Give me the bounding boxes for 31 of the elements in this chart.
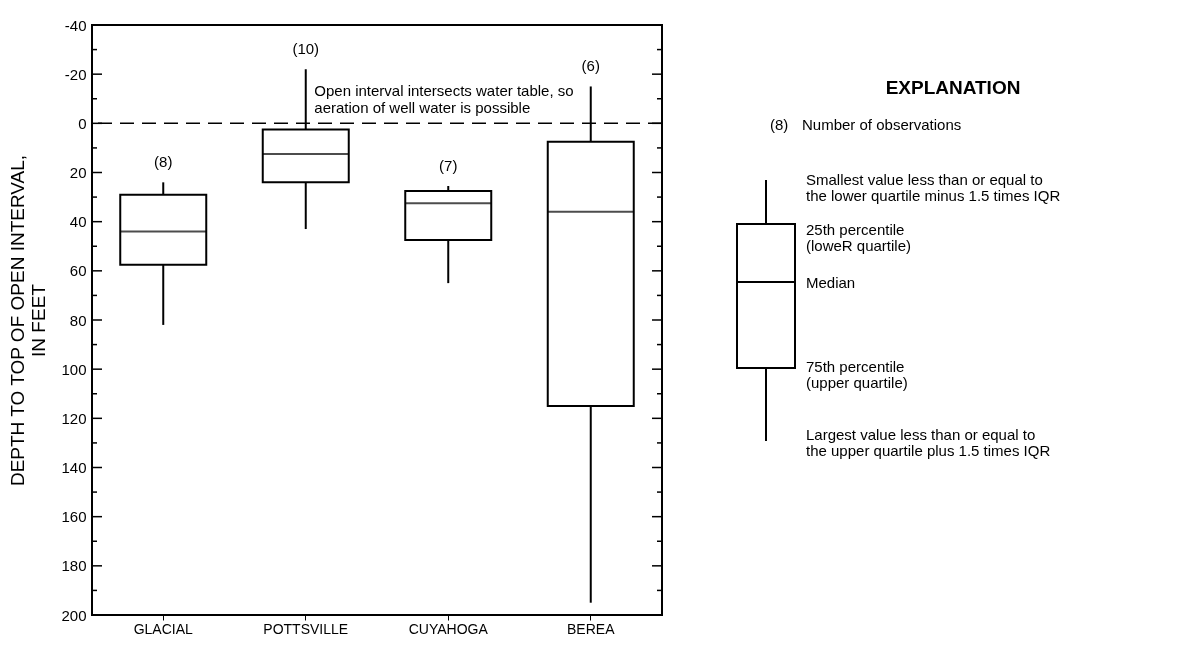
y-tick-label: 80 — [69, 311, 87, 329]
y-tick-label: 100 — [61, 360, 87, 378]
text: Smallest value less than or equal to the lower quartile minus 1.5 times IQR — [806, 171, 1061, 204]
annotation: (6) — [581, 57, 600, 75]
text: 75th percentile (upper quartile) — [806, 358, 908, 391]
y-tick-label: 20 — [69, 164, 87, 181]
annotation: (7) — [439, 157, 458, 175]
ref-line-label: Open interval intersects water table, so aeration of well water is possible — [314, 82, 574, 117]
y-tick-label: 40 — [69, 213, 87, 231]
annotation: (10) — [292, 40, 320, 58]
y-axis-title: DEPTH TO TOP OF OPEN INTERVAL, IN FEET — [7, 154, 50, 487]
text: 25th percentile (loweR quartile) — [806, 221, 912, 254]
y-tick-label: 0 — [78, 114, 87, 132]
y-tick-label: -40 — [64, 16, 87, 34]
text: (8) — [770, 116, 789, 133]
x-tick-label: GLACIAL — [133, 620, 194, 637]
text: Number of observations — [802, 116, 962, 133]
y-tick-label: 180 — [61, 557, 87, 575]
y-tick-label: 120 — [61, 409, 87, 427]
text: Largest value less than or equal to the upper quartile plus 1.5 times IQR — [806, 426, 1051, 459]
annotation: (8) — [154, 153, 173, 171]
y-tick-label: 200 — [61, 606, 87, 624]
x-tick-label: CUYAHOGA — [408, 620, 489, 637]
y-tick-label: 140 — [61, 459, 87, 476]
x-tick-label: BEREA — [567, 620, 616, 637]
text: EXPLANATION — [885, 77, 1021, 98]
y-tick-label: 60 — [69, 262, 87, 280]
y-tick-label: -20 — [64, 65, 87, 83]
text: Median — [806, 274, 856, 291]
x-tick-label: POTTSVILLE — [263, 620, 349, 637]
y-tick-label: 160 — [61, 508, 87, 526]
